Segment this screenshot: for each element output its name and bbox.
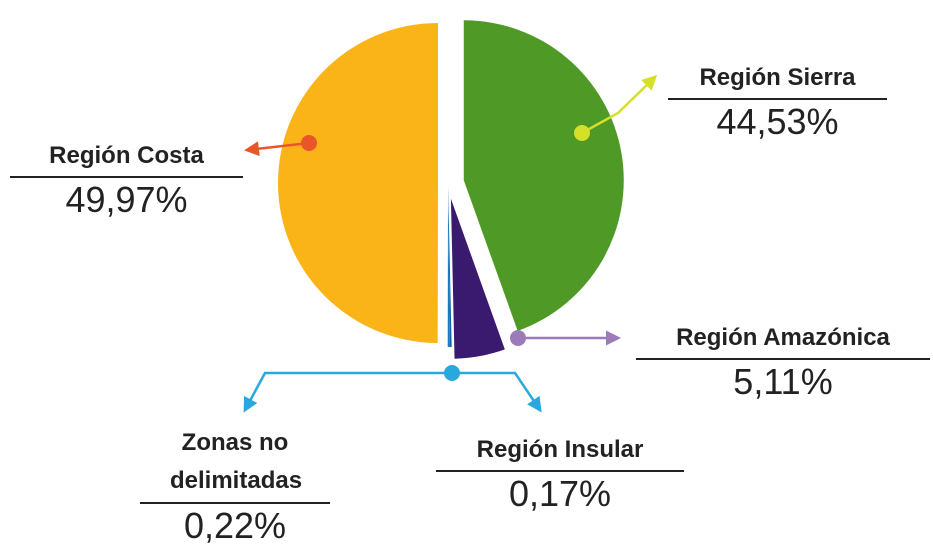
slice-label: Región Costa 49,97% [10, 138, 243, 222]
slice-label: Región Insular 0,17% [436, 432, 684, 516]
category-name: Región Sierra [668, 60, 887, 100]
category-name: Región Amazónica [636, 320, 930, 360]
pie-slice [277, 22, 438, 343]
pie-slice [448, 186, 452, 347]
connector-dot [510, 330, 526, 346]
slice-label: Región Amazónica 5,11% [636, 320, 930, 404]
value-label: 5,11% [733, 361, 833, 402]
connector [581, 74, 658, 135]
connector-dot [444, 365, 460, 381]
pie-slice [450, 198, 505, 359]
value-label: 44,53% [716, 101, 839, 142]
value-label: 0,17% [508, 473, 612, 514]
value-label: 49,97% [65, 179, 188, 220]
connectors [243, 74, 658, 413]
connector-dot [574, 125, 590, 141]
category-name: Región Insular [436, 432, 684, 472]
connector [243, 371, 452, 413]
connector [452, 371, 542, 413]
pie-slice [447, 186, 450, 347]
category-name: Zonas no delimitadas [140, 424, 330, 504]
pie-slice [463, 20, 624, 331]
pie [277, 20, 624, 359]
slice-label: Región Sierra 44,53% [668, 60, 887, 144]
slice-label: Zonas no delimitadas 0,22% [140, 424, 330, 548]
category-name: Región Costa [10, 138, 243, 178]
connector [244, 141, 310, 157]
value-label: 0,22% [183, 505, 287, 546]
connector-dot [301, 135, 317, 151]
